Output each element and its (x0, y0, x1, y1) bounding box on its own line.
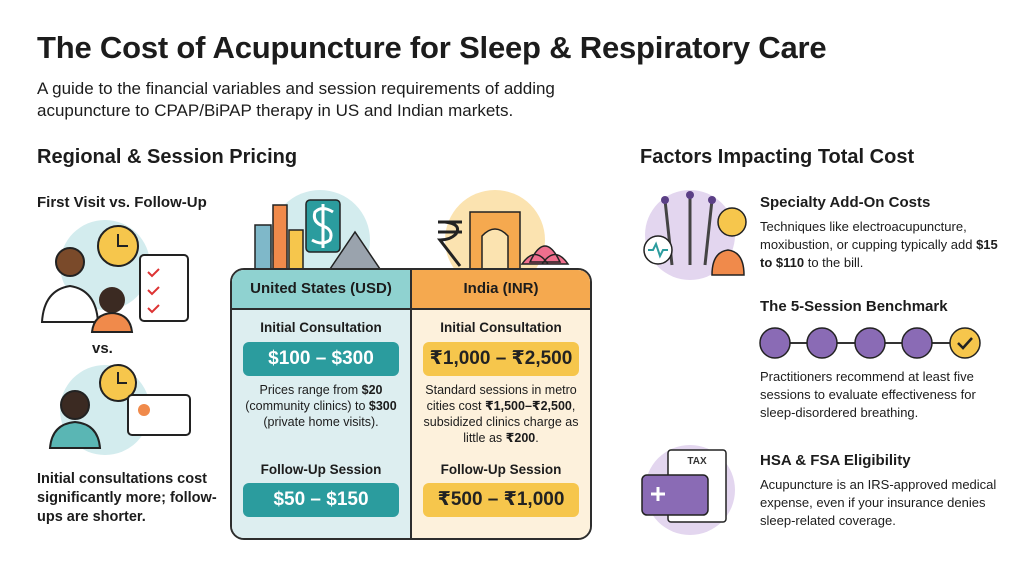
person-head (99, 287, 125, 313)
dollar-sign (311, 204, 334, 248)
clock-hands (117, 372, 127, 384)
card-icon (641, 474, 709, 516)
gate (469, 211, 521, 270)
needle-head (686, 191, 694, 199)
building (272, 204, 288, 270)
detail-text: Standard sessions in metro cities cost (425, 383, 577, 413)
clipboard (139, 254, 189, 322)
session-dot (854, 327, 886, 359)
factor-text: Techniques like electroacupuncture, moxi… (760, 219, 977, 252)
detail-emph: ₹1,500–₹2,500 (484, 399, 572, 413)
detail-emph: $300 (368, 399, 397, 413)
detail-text: . (535, 431, 539, 445)
person-body (48, 420, 102, 449)
detail-text: (community clinics) to (245, 399, 369, 413)
cup (711, 249, 745, 276)
factor-title: HSA & FSA Eligibility (760, 452, 911, 469)
column-header: India (INR) (412, 270, 590, 310)
id-photo (138, 404, 150, 416)
lotus (520, 245, 570, 265)
pricing-card: United States (USD) Initial Consultation… (230, 268, 592, 540)
fire-badge (717, 207, 747, 237)
price-label: Follow-Up Session (440, 462, 562, 477)
pulse (648, 241, 668, 259)
person-head (55, 247, 85, 277)
price-label: Initial Consultation (440, 320, 562, 335)
factor-body: Techniques like electroacupuncture, moxi… (760, 218, 1000, 272)
detail-emph: ₹200 (505, 431, 536, 445)
check (957, 337, 973, 350)
price-pill: ₹1,000 – ₹2,500 (423, 342, 579, 376)
price-detail: Standard sessions in metro cities cost ₹… (422, 382, 580, 446)
clock-hands (117, 234, 128, 247)
session-dot (901, 327, 933, 359)
price-pill: $50 – $150 (243, 483, 399, 517)
session-dot (806, 327, 838, 359)
subtitle: A guide to the financial variables and s… (37, 79, 555, 120)
india-column: India (INR) Initial Consultation ₹1,000 … (412, 270, 590, 538)
factor-text: Practitioners recommend at least five se… (760, 369, 976, 420)
section-heading: Factors Impacting Total Cost (640, 146, 915, 168)
needle-head (661, 196, 669, 204)
column-header: United States (USD) (232, 270, 410, 310)
price-pill: ₹500 – ₹1,000 (423, 483, 579, 517)
vs-label: vs. (92, 340, 113, 357)
building (288, 229, 304, 270)
session-done (949, 327, 981, 359)
factor-body: Practitioners recommend at least five se… (760, 368, 1000, 422)
detail-text: , subsidized clinics charge as little as (423, 399, 579, 445)
plus (651, 487, 665, 501)
person-body (40, 284, 100, 323)
price-pill: $100 – $300 (243, 342, 399, 376)
title: The Cost of Acupuncture for Sleep & Resp… (37, 30, 827, 65)
comparison-note: Initial consultations cost significantly… (37, 471, 217, 525)
factor-text: to the bill. (804, 255, 864, 270)
price-detail: Prices range from $20 (community clinics… (242, 382, 400, 430)
comparison-heading: First Visit vs. Follow-Up (37, 194, 207, 211)
detail-text: Prices range from (259, 383, 362, 397)
session-dot (759, 327, 791, 359)
session-chain (759, 327, 981, 359)
tax-label: TAX (687, 456, 707, 467)
factor-title: The 5-Session Benchmark (760, 298, 948, 315)
person-body (90, 311, 134, 333)
rupee-sign (436, 220, 462, 267)
factor-emph: $15 to $110 (760, 237, 998, 270)
person-head (60, 390, 90, 420)
checks (147, 268, 160, 314)
us-column: United States (USD) Initial Consultation… (232, 270, 412, 538)
detail-emph: $20 (361, 383, 383, 397)
factor-body: Acupuncture is an IRS-approved medical e… (760, 476, 1000, 530)
factor-title: Specialty Add-On Costs (760, 194, 931, 211)
section-heading: Regional & Session Pricing (37, 146, 298, 168)
price-label: Initial Consultation (260, 320, 382, 335)
factor-text: Acupuncture is an IRS-approved medical e… (760, 477, 997, 528)
building (254, 224, 272, 270)
needle-head (708, 196, 716, 204)
detail-text: (private home visits). (263, 415, 379, 429)
id-card (127, 394, 191, 436)
price-label: Follow-Up Session (260, 462, 382, 477)
